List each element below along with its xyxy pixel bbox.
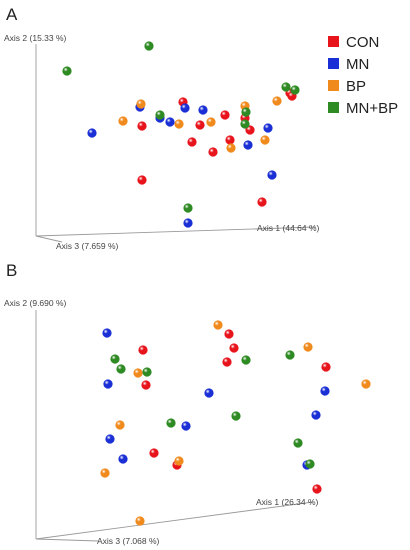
point-a-mnbp-6 xyxy=(240,119,250,129)
point-b-bp-1 xyxy=(303,342,313,352)
legend-label-bp: BP xyxy=(346,78,366,95)
point-a-mn-6 xyxy=(267,170,277,180)
point-b-mn-0 xyxy=(102,328,112,338)
point-a-con-1 xyxy=(220,110,230,120)
legend-label-con: CON xyxy=(346,34,379,51)
legend-label-mn: MN xyxy=(346,56,369,73)
panel-b: B Axis 2 (9.690 %) Axis 1 (26.34 %) Axis… xyxy=(4,261,371,546)
point-a-con-5 xyxy=(245,125,255,135)
panel-a-points xyxy=(62,41,300,228)
panel-b-axis3-line xyxy=(35,538,99,542)
point-b-con-1 xyxy=(229,343,239,353)
panel-b-points xyxy=(100,320,371,526)
point-b-mnbp-6 xyxy=(231,411,241,421)
point-b-con-8 xyxy=(312,484,322,494)
point-a-mn-0 xyxy=(87,128,97,138)
point-a-mnbp-3 xyxy=(241,107,251,117)
point-a-mnbp-7 xyxy=(183,203,193,213)
panel-a-axis3-label: Axis 3 (7.659 %) xyxy=(56,241,119,251)
point-a-bp-5 xyxy=(260,135,270,145)
point-a-mn-5 xyxy=(243,140,253,150)
point-b-mn-7 xyxy=(311,410,321,420)
point-b-mnbp-1 xyxy=(116,364,126,374)
legend-swatch-mnbp xyxy=(328,102,339,113)
point-a-mn-8 xyxy=(165,117,175,127)
panel-a-axis3-line xyxy=(35,235,63,243)
panel-a-axis1-label: Axis 1 (44.64 %) xyxy=(257,223,320,233)
point-b-mnbp-2 xyxy=(142,367,152,377)
point-a-bp-1 xyxy=(118,116,128,126)
point-a-con-4 xyxy=(208,147,218,157)
panel-a-axis1-line xyxy=(35,226,317,237)
point-b-bp-2 xyxy=(361,379,371,389)
point-a-mnbp-4 xyxy=(281,82,291,92)
point-b-con-2 xyxy=(222,357,232,367)
point-b-mnbp-0 xyxy=(110,354,120,364)
panel-b-axis2-label: Axis 2 (9.690 %) xyxy=(4,298,67,308)
legend-swatch-con xyxy=(328,36,339,47)
panel-b-axis1-label: Axis 1 (26.34 %) xyxy=(256,497,319,507)
point-b-mn-4 xyxy=(105,434,115,444)
point-a-mnbp-1 xyxy=(62,66,72,76)
point-a-con-12 xyxy=(225,135,235,145)
point-a-con-9 xyxy=(257,197,267,207)
point-a-mnbp-0 xyxy=(144,41,154,51)
point-b-mnbp-5 xyxy=(166,418,176,428)
point-a-mnbp-5 xyxy=(290,85,300,95)
point-b-mn-5 xyxy=(118,454,128,464)
point-a-con-2 xyxy=(137,121,147,131)
point-b-mnbp-3 xyxy=(241,355,251,365)
point-a-con-8 xyxy=(137,175,147,185)
point-b-con-5 xyxy=(149,448,159,458)
point-a-con-3 xyxy=(187,137,197,147)
legend-label-mnbp: MN+BP xyxy=(346,100,398,117)
point-a-bp-6 xyxy=(226,143,236,153)
panel-b-letter: B xyxy=(6,261,17,280)
point-b-bp-0 xyxy=(213,320,223,330)
point-a-bp-0 xyxy=(136,99,146,109)
point-b-con-7 xyxy=(321,362,331,372)
point-b-bp-5 xyxy=(174,456,184,466)
point-b-con-4 xyxy=(141,380,151,390)
panel-a-letter: A xyxy=(6,5,18,24)
point-a-mn-7 xyxy=(183,218,193,228)
point-a-bp-4 xyxy=(272,96,282,106)
panel-b-axis1-line xyxy=(35,501,314,540)
point-a-mn-3 xyxy=(198,105,208,115)
point-b-mn-1 xyxy=(103,379,113,389)
panel-a: A Axis 2 (15.33 %) Axis 1 (44.64 %) Axis… xyxy=(4,5,320,251)
legend-swatch-mn xyxy=(328,58,339,69)
point-b-bp-6 xyxy=(100,468,110,478)
point-b-con-3 xyxy=(138,345,148,355)
point-b-bp-4 xyxy=(115,420,125,430)
point-a-bp-2 xyxy=(206,117,216,127)
point-b-mn-2 xyxy=(204,388,214,398)
point-a-mnbp-2 xyxy=(155,110,165,120)
panel-b-axis3-label: Axis 3 (7.068 %) xyxy=(97,536,160,546)
point-b-mnbp-8 xyxy=(305,459,315,469)
point-a-mn-2 xyxy=(180,103,190,113)
point-b-bp-7 xyxy=(135,516,145,526)
point-b-mn-3 xyxy=(181,421,191,431)
point-b-mnbp-7 xyxy=(293,438,303,448)
point-a-bp-7 xyxy=(174,119,184,129)
point-b-con-0 xyxy=(224,329,234,339)
point-b-bp-3 xyxy=(133,368,143,378)
point-a-con-11 xyxy=(195,120,205,130)
point-b-mnbp-4 xyxy=(285,350,295,360)
panel-a-axis2-label: Axis 2 (15.33 %) xyxy=(4,33,67,43)
point-b-mn-6 xyxy=(320,386,330,396)
legend-swatch-bp xyxy=(328,80,339,91)
legend: CON MN BP MN+BP xyxy=(328,34,398,117)
point-a-mn-4 xyxy=(263,123,273,133)
